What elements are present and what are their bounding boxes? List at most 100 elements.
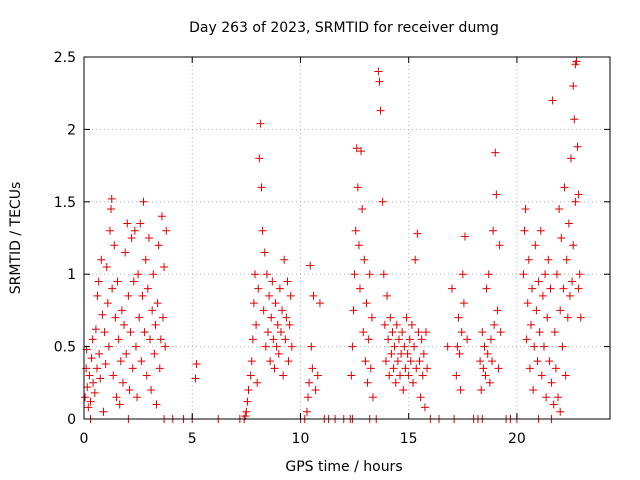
y-tick-label: 1.5 [54, 195, 76, 211]
data-point [114, 335, 123, 344]
data-point [92, 364, 101, 373]
data-point [276, 328, 285, 337]
data-point [557, 234, 566, 242]
data-point [351, 226, 360, 235]
data-point [546, 284, 555, 293]
data-point [141, 255, 150, 264]
data-point [261, 342, 270, 351]
data-point [111, 313, 120, 322]
data-point [488, 357, 497, 366]
data-point [385, 371, 394, 380]
data-point [384, 335, 393, 344]
data-point [380, 320, 389, 329]
data-point [262, 270, 271, 279]
data-point [520, 226, 529, 235]
data-point [531, 241, 540, 250]
data-point [258, 226, 267, 235]
data-point [265, 291, 274, 300]
data-point [524, 255, 533, 264]
data-point [361, 357, 370, 366]
data-point [575, 270, 584, 279]
data-point [275, 284, 284, 293]
data-point [251, 270, 260, 279]
data-point [274, 349, 283, 358]
data-point [529, 386, 538, 395]
data-point [257, 183, 266, 192]
data-point [138, 291, 147, 300]
data-point [366, 364, 375, 373]
data-point [87, 354, 96, 363]
data-point [551, 364, 560, 373]
data-point [126, 328, 135, 337]
data-point [156, 335, 165, 344]
data-point [315, 299, 324, 308]
data-point [537, 371, 546, 380]
data-point [483, 349, 492, 358]
data-point [409, 378, 418, 387]
data-point [127, 234, 136, 242]
data-point [148, 306, 157, 315]
data-point [283, 277, 292, 286]
data-point [152, 400, 161, 409]
data-point [394, 335, 403, 344]
plot-frame [83, 56, 611, 420]
data-point [410, 342, 419, 351]
data-point [458, 270, 467, 279]
data-point [374, 67, 383, 76]
data-point [535, 328, 544, 337]
data-point [144, 234, 153, 242]
data-point [131, 342, 140, 351]
data-point [100, 328, 109, 337]
data-point [248, 335, 257, 344]
data-point [243, 397, 252, 406]
data-point [147, 386, 156, 395]
data-point [565, 291, 574, 300]
data-point [157, 212, 166, 221]
data-point [558, 342, 567, 351]
data-point [564, 219, 573, 228]
data-point [443, 342, 452, 351]
data-point [353, 183, 362, 192]
data-point [463, 335, 472, 344]
data-point [398, 328, 407, 337]
data-point [125, 386, 134, 395]
data-point [358, 205, 367, 214]
data-point [405, 335, 414, 344]
data-point [562, 255, 571, 264]
data-point [155, 364, 164, 373]
data-point [109, 371, 118, 380]
data-point [280, 255, 289, 264]
data-point [570, 115, 579, 124]
data-point [309, 291, 318, 300]
data-point [552, 270, 561, 279]
data-point [482, 284, 491, 293]
data-point [554, 393, 563, 402]
data-point [547, 378, 556, 387]
data-point [305, 378, 314, 387]
data-point [128, 364, 137, 373]
data-point [124, 291, 133, 300]
y-tick-label: 1 [67, 267, 76, 283]
data-point [572, 57, 581, 66]
data-point [390, 342, 399, 351]
data-point [383, 291, 392, 300]
data-point [89, 378, 98, 387]
data-point [447, 284, 456, 293]
data-point [459, 299, 468, 308]
data-point [311, 386, 320, 395]
data-point [381, 357, 390, 366]
data-point [85, 371, 94, 380]
x-tick-label: 20 [508, 431, 526, 447]
data-point [136, 219, 145, 228]
data-point [272, 342, 281, 351]
data-point [365, 270, 374, 279]
data-point [108, 284, 117, 293]
data-point [387, 349, 396, 358]
data-point [404, 371, 413, 380]
data-point [123, 219, 132, 228]
data-point [400, 342, 409, 351]
data-point [402, 313, 411, 322]
data-point [104, 342, 113, 351]
data-point [349, 306, 358, 315]
data-point [139, 197, 148, 206]
